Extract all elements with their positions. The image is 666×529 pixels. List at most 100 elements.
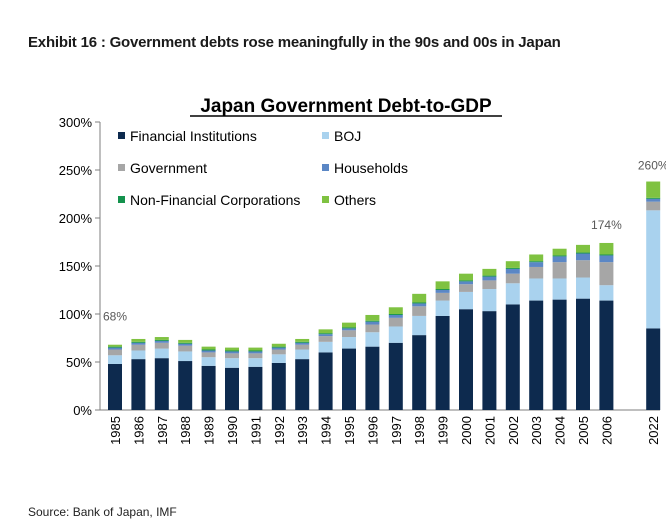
bar-segment-boj [154,348,169,359]
bar-segment-households [108,347,122,350]
bar-segment-non-financial-corporations [108,346,122,348]
x-tick-label: 2001 [482,416,497,445]
bar-segment-boj [388,326,403,343]
bar-segment-households [552,256,567,263]
bar-segment-others [482,268,497,276]
bar-segment-households [271,347,286,350]
bar-segment-financial-institutions [131,359,146,410]
bar-annotations: 68% 174% 260% [103,159,666,324]
bar-segment-households [435,290,450,293]
bar-segment-financial-institutions [154,358,169,410]
bar-segment-non-financial-corporations [178,342,193,344]
bar-segment-government [576,260,590,278]
bar-segment-financial-institutions [482,311,497,410]
bar-segment-non-financial-corporations [248,350,263,352]
bar-segment-financial-institutions [225,367,239,410]
annotation-label: 68% [103,310,127,324]
bar-segment-financial-institutions [529,300,544,410]
bar-segment-boj [459,291,473,310]
bar-segment-government [552,262,567,279]
bar-segment-government [248,353,263,359]
annotation-label: 174% [591,218,622,232]
bar-segment-others [459,273,473,281]
bar-segment-boj [412,315,427,336]
bar-segment-others [271,343,286,347]
x-tick-label: 1987 [155,416,170,445]
x-tick-label: 2002 [506,416,521,445]
bar-segment-boj [201,357,216,366]
legend-label: Government [130,160,207,176]
bar-segment-non-financial-corporations [505,267,520,269]
legend-label: BOJ [334,128,361,144]
bar-segment-households [365,321,380,325]
source-note: Source: Bank of Japan, IMF [28,505,177,519]
bar-segment-others [599,242,614,255]
bar-segment-government [388,317,403,327]
bar-segment-others [505,261,520,268]
bar-segment-financial-institutions [318,352,333,410]
bar-segment-financial-institutions [295,359,310,410]
bar-segment-boj [178,351,193,362]
bar-segment-non-financial-corporations [365,320,380,322]
y-tick-label: 300% [59,115,93,130]
bar-segment-non-financial-corporations [271,346,286,348]
bar-segment-government [131,344,146,351]
bar-segment-boj [131,350,146,360]
x-tick-label: 2005 [576,416,591,445]
bar-segment-others [248,347,263,351]
bar-segment-non-financial-corporations [646,197,661,199]
bar-segment-households [318,334,333,337]
x-tick-label: 2003 [529,416,544,445]
bar-segment-others [108,344,122,347]
x-tick-label: 1985 [108,416,123,445]
bar-segment-non-financial-corporations [201,349,216,351]
bar-segment-non-financial-corporations [154,339,169,341]
bar-segment-financial-institutions [342,348,356,410]
bar-segment-boj [342,337,356,349]
x-tick-label: 1994 [319,416,334,445]
bar-segment-boj [108,355,122,364]
bar-segment-government [178,345,193,352]
bar-segment-boj [505,283,520,305]
bar-segment-government [365,324,380,333]
bar-segment-households [225,351,239,354]
bar-segment-financial-institutions [505,304,520,410]
bar-segment-others [201,346,216,350]
x-tick-label: 1990 [225,416,240,445]
bar-segment-non-financial-corporations [342,327,356,329]
bar-segment-financial-institutions [201,365,216,410]
x-tick-label: 1988 [178,416,193,445]
bar-segment-government [459,284,473,292]
bar-segment-government [435,292,450,301]
bar-segment-others [318,329,333,334]
bar-segment-non-financial-corporations [295,341,310,343]
bar-segment-households [482,276,497,281]
bar-segment-boj [318,341,333,353]
bar-segment-non-financial-corporations [225,350,239,352]
bar-segment-government [154,342,169,349]
bar-segment-boj [599,285,614,301]
bar-segment-others [576,244,590,253]
x-tick-label: 1993 [295,416,310,445]
bar-segment-financial-institutions [271,362,286,410]
x-tick-label: 1995 [342,416,357,445]
y-tick-label: 100% [59,307,93,322]
bar-segment-government [342,330,356,338]
bar-segment-boj [248,358,263,367]
bar-segment-others [529,254,544,262]
bar-segment-government [108,349,122,356]
bar-segment-others [295,338,310,342]
x-tick-label: 2004 [553,416,568,445]
bar-segment-financial-institutions [178,361,193,410]
bar-segment-boj [435,300,450,316]
bar-segment-households [388,314,403,318]
bar-segment-others [646,181,661,198]
bar-segment-financial-institutions [552,299,567,410]
bar-segment-financial-institutions [412,335,427,410]
bar-segment-households [412,303,427,307]
legend-swatch [322,132,329,139]
bar-segment-boj [365,332,380,347]
bar-segment-households [154,340,169,343]
bar-segment-households [201,350,216,353]
